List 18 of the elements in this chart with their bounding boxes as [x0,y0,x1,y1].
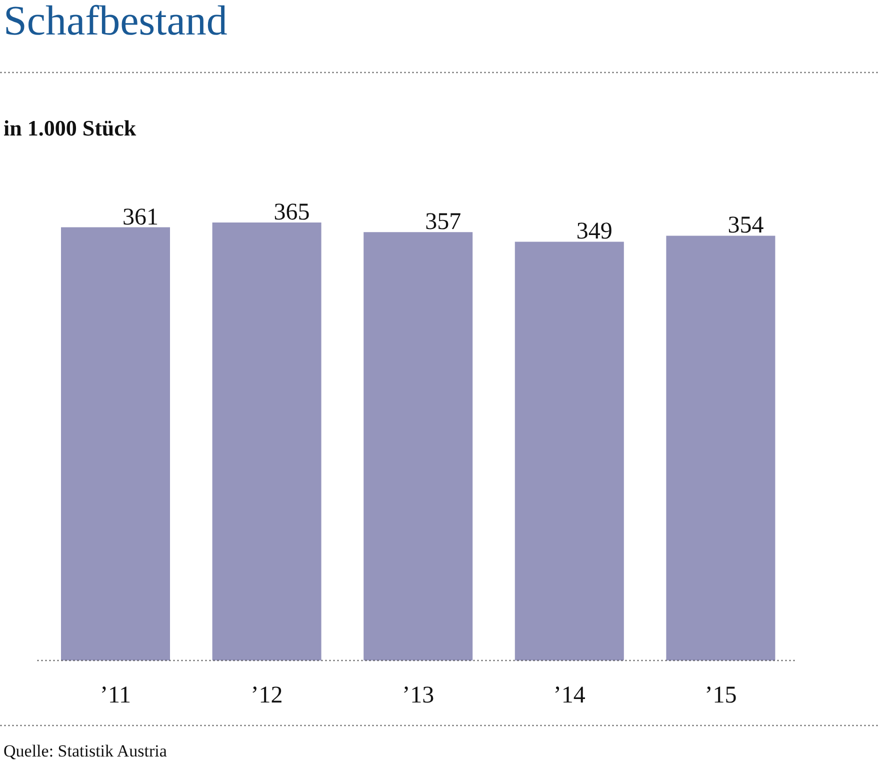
chart-title: Schafbestand [4,0,228,44]
chart-subtitle: in 1.000 Stück [4,116,137,140]
bar [61,227,170,660]
x-tick-label: ’13 [402,682,434,708]
source-note: Quelle: Statistik Austria [4,742,168,760]
data-label: 349 [576,218,612,245]
data-label: 365 [274,200,310,226]
x-tick-label: ’15 [704,682,737,708]
x-tick-label: ’14 [553,682,586,708]
bar [514,242,624,660]
x-tick-label: ’11 [100,682,132,708]
bar [364,232,473,660]
data-label: 357 [425,209,462,236]
bar [666,236,776,660]
x-tick-label: ’12 [250,682,283,708]
data-label: 361 [122,204,158,230]
data-label: 354 [728,212,764,239]
bar [212,222,322,660]
